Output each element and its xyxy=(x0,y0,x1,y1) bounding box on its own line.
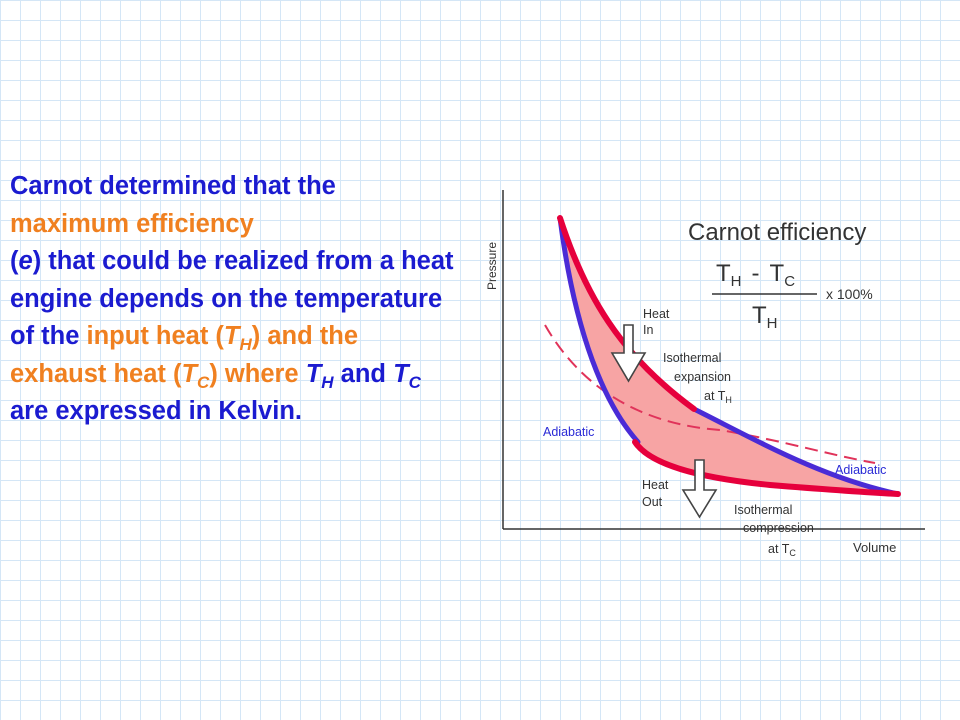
maximum-efficiency-highlight: maximum efficiency xyxy=(10,209,254,238)
carnot-pv-diagram: Pressure Volume Heat In Isothermal expan… xyxy=(485,190,925,558)
isothermal-expansion-label-2: expansion xyxy=(674,370,731,384)
x-axis-label: Volume xyxy=(853,540,896,555)
heat-out-arrow xyxy=(681,459,718,519)
adiabatic-right-label: Adiabatic xyxy=(835,463,886,477)
isothermal-expansion-label-1: Isothermal xyxy=(663,351,721,365)
formula-percent: x 100% xyxy=(826,286,873,302)
heat-in-label-1: Heat xyxy=(643,307,670,321)
formula-denominator: TH xyxy=(752,302,778,332)
isotherm-compression-curve xyxy=(632,439,901,497)
isothermal-compression-label-2: compression xyxy=(743,521,814,535)
heat-in-arrow xyxy=(610,324,647,383)
input-heat-highlight: input heat (TH) and the xyxy=(86,322,359,354)
cycle-area xyxy=(560,218,898,494)
heat-in-label-2: In xyxy=(643,323,653,337)
isotherm-expansion-curve xyxy=(557,215,697,412)
heat-out-label-1: Heat xyxy=(642,478,669,492)
isothermal-compression-label-1: Isothermal xyxy=(734,503,792,517)
isothermal-expansion-label-3: at TH xyxy=(704,389,732,405)
adiabatic-left-label: Adiabatic xyxy=(543,425,594,439)
description-paragraph: Carnot determined that the maximum effic… xyxy=(10,172,454,425)
y-axis-label: Pressure xyxy=(485,242,499,290)
isothermal-compression-label-3: at TC xyxy=(768,542,796,558)
dashed-isotherm xyxy=(544,324,876,464)
exhaust-heat-highlight: exhaust heat (TC) where xyxy=(10,359,299,392)
adiabat-compression-curve xyxy=(557,215,641,445)
formula-title: Carnot efficiency xyxy=(688,219,866,246)
adiabat-expansion-curve xyxy=(691,406,901,497)
heat-out-label-2: Out xyxy=(642,495,663,509)
formula-numerator: TH - TC xyxy=(716,260,795,290)
